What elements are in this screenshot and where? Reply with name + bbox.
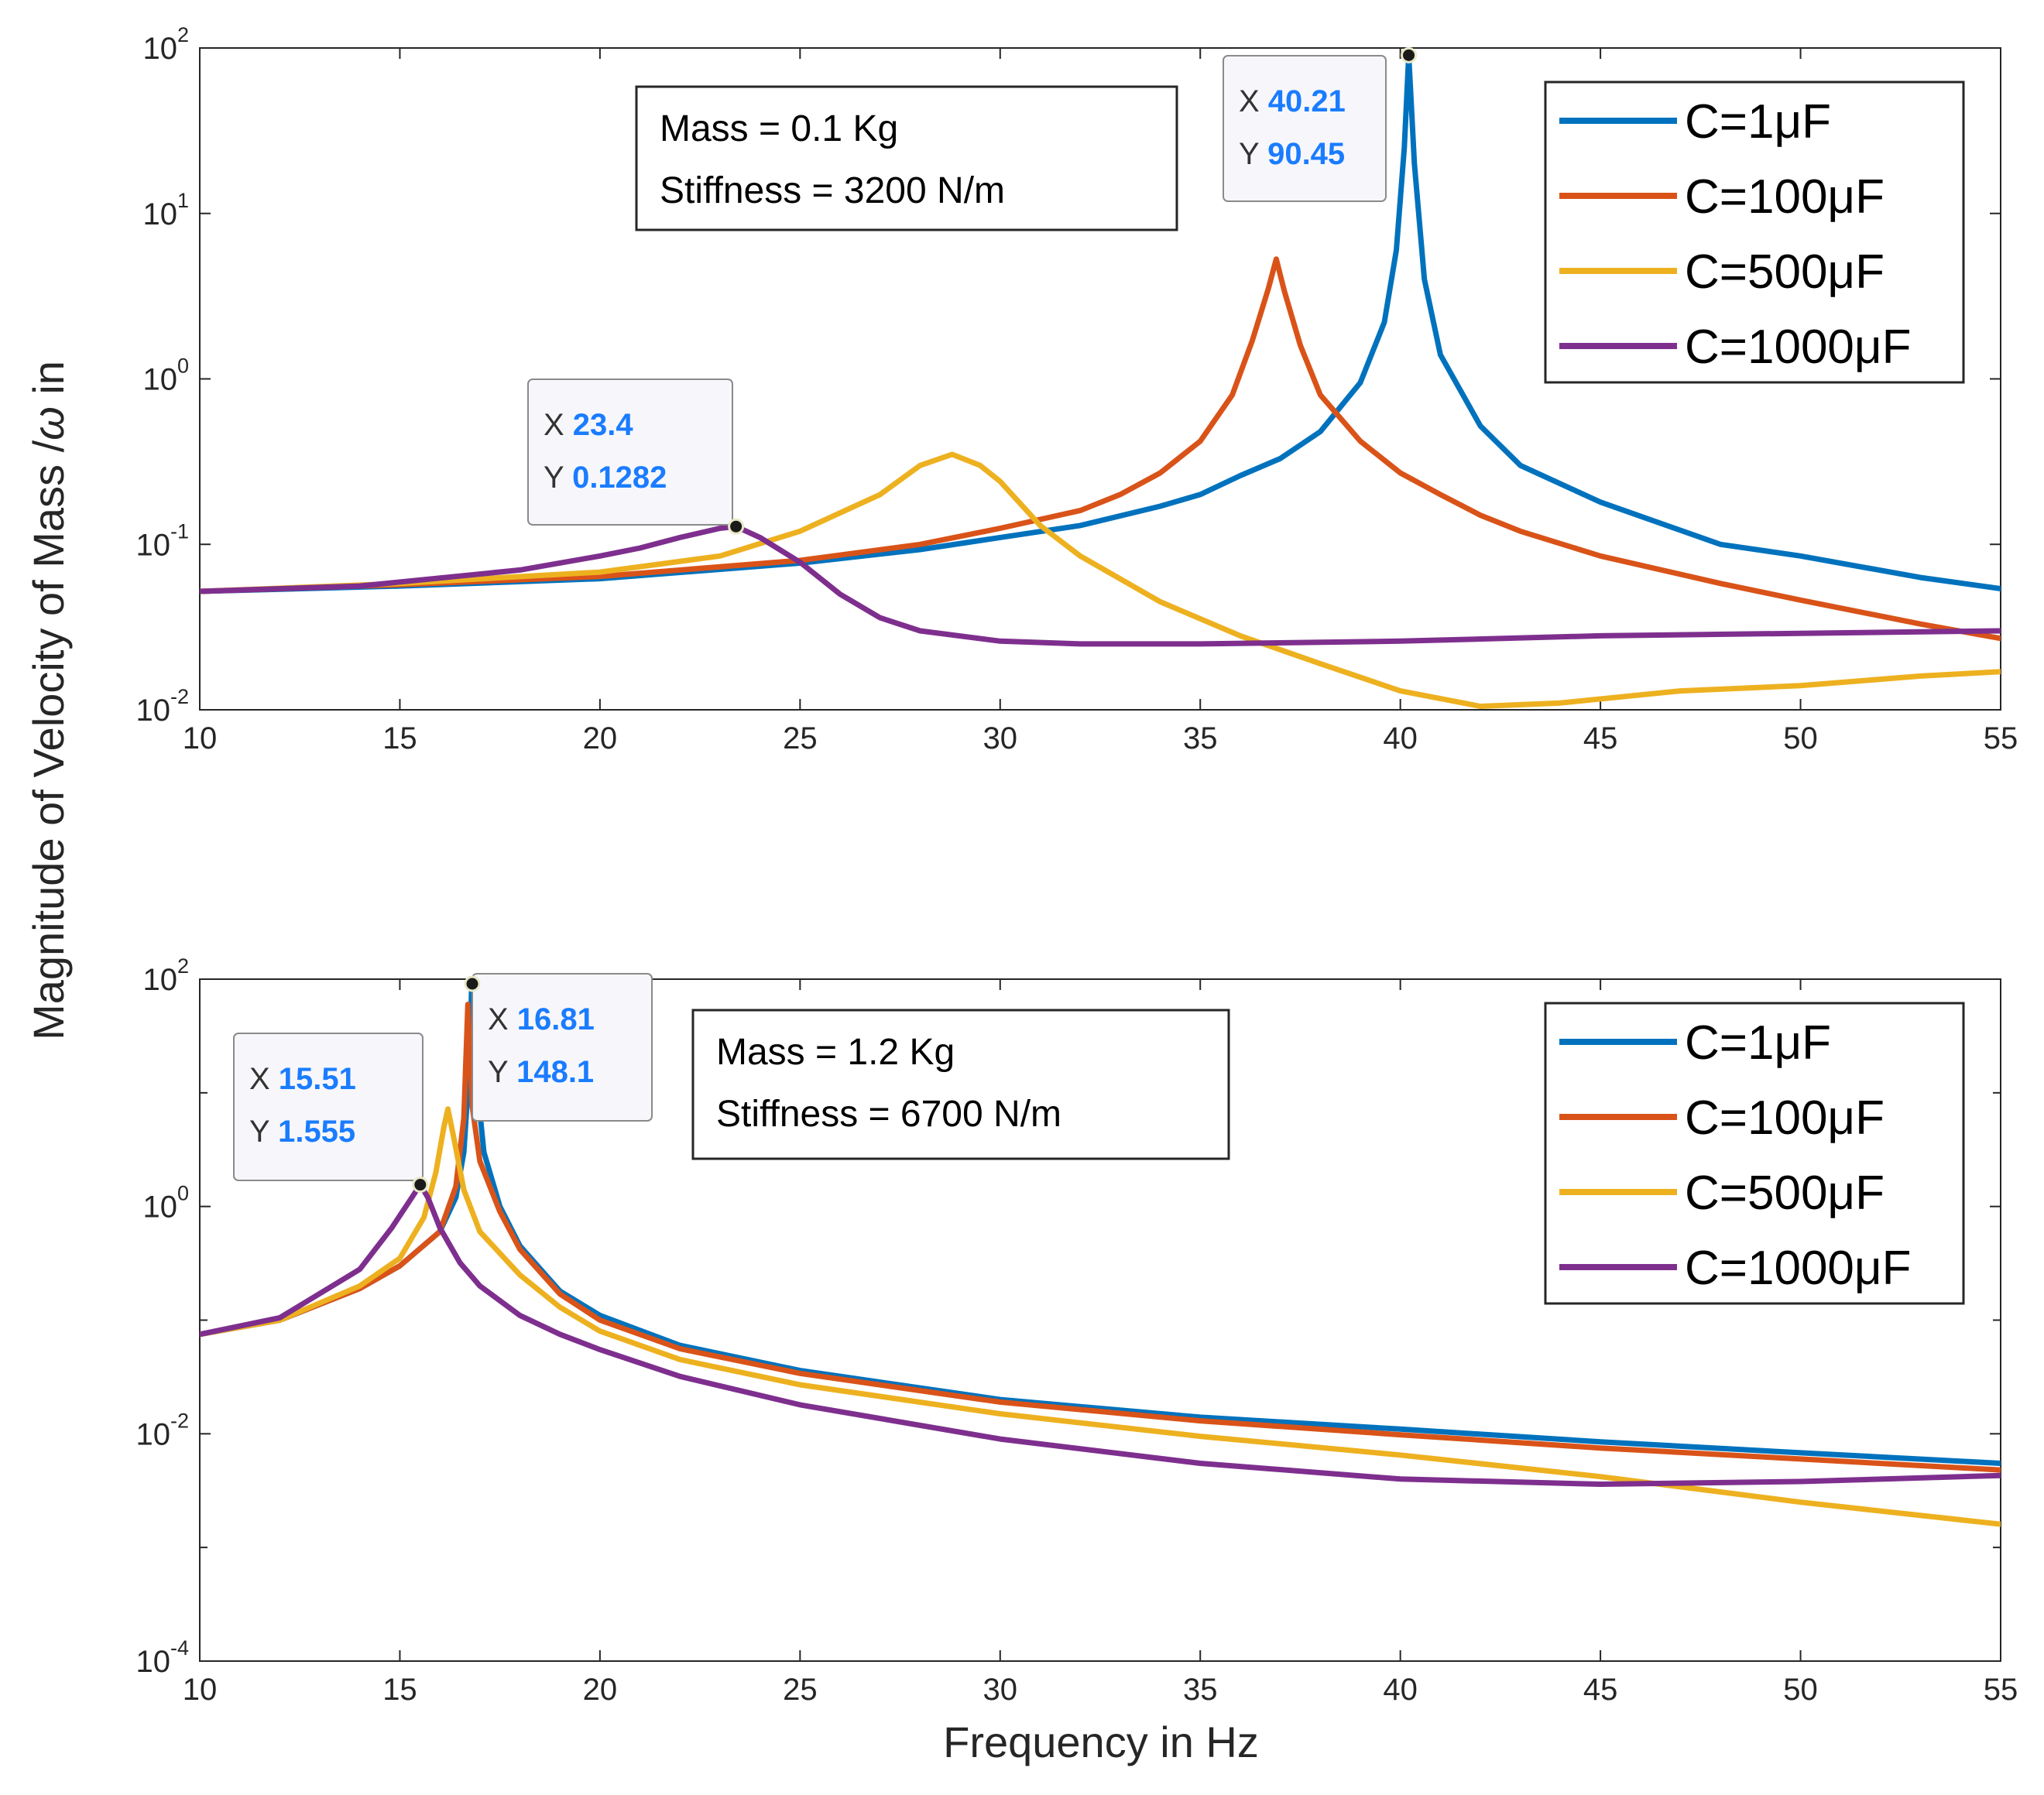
y-tick-label: 10-2 [135,685,189,728]
datatip-x: X 16.81 [488,1002,595,1036]
x-tick-label: 25 [783,721,818,755]
annotation-box [691,1009,1230,1160]
datatip-x: X 15.51 [249,1062,356,1096]
y-tick-label: 102 [142,23,189,66]
series-line-c100 [200,256,2001,642]
legend-label: C=100μF [1685,170,1885,224]
x-tick-label: 40 [1383,721,1418,755]
annotation-text: Mass = 1.2 Kg [716,1032,955,1073]
top-panel: 10 15 20 25 30 35 40 45 50 55 10-2 10-1 100 101 102 Mas… [135,23,2018,755]
datatip-box [472,973,653,1122]
x-tick-label: 30 [983,721,1018,755]
datatip-box [1223,55,1387,202]
x-tick-label: 30 [983,1673,1018,1707]
legend-label: C=1000μF [1685,320,1912,374]
datatip-marker [412,1177,429,1194]
x-tick-label: 35 [1183,1673,1218,1707]
y-tick-label: 100 [142,355,189,397]
y-tick-label: 10-2 [135,1409,189,1451]
y-tick-label: 102 [142,954,189,997]
series-line-c1000 [200,1182,2001,1487]
series-line-c500 [200,1106,2001,1527]
x-tick-label: 40 [1383,1673,1418,1707]
series-line-c1 [200,52,2001,594]
x-tick-label: 50 [1783,1673,1818,1707]
x-tick-label: 10 [183,721,218,755]
datatip-y: Y 90.45 [1239,137,1345,171]
x-tick-label: 10 [183,1673,218,1707]
legend-label: C=500μF [1685,1166,1885,1220]
x-axis-label: Frequency in Hz [943,1718,1259,1766]
x-tick-label: 25 [783,1673,818,1707]
y-tick-label: 10-4 [135,1636,189,1679]
legend-label: C=500μF [1685,245,1885,299]
datatip-marker [464,975,481,992]
legend-label: C=1000μF [1685,1242,1912,1295]
datatip-y: Y 0.1282 [544,461,667,495]
y-axis-label: Magnitude of Velocity of Mass /ω in [24,361,73,1040]
x-tick-label: 55 [1984,721,2018,755]
annotation-box [635,85,1178,231]
legend-box [1544,1002,1965,1305]
datatip-y: Y 148.1 [488,1055,594,1089]
series-line-c500 [200,451,2001,709]
datatip-y: Y 1.555 [249,1115,355,1149]
series-line-c100 [200,1002,2001,1473]
datatip-marker [728,518,745,535]
datatip-box [527,379,733,526]
x-tick-label: 20 [583,1673,618,1707]
y-tick-label: 100 [142,1182,189,1225]
series-line-c1000 [200,523,2001,647]
x-tick-label: 15 [382,1673,417,1707]
series-group [200,52,2001,709]
x-tick-label: 50 [1783,721,1818,755]
datatip-x: X 40.21 [1239,84,1346,118]
x-tick-label: 20 [583,721,618,755]
x-tick-label: 15 [382,721,417,755]
x-tick-label: 45 [1583,721,1618,755]
legend-label: C=1μF [1685,1016,1831,1070]
x-tick-label: 55 [1984,1673,2018,1707]
legend-label: C=100μF [1685,1091,1885,1145]
y-tick-label: 10-1 [135,519,189,562]
y-tick-label: 101 [142,189,189,231]
annotation-text: Stiffness = 6700 N/m [716,1094,1061,1135]
annotation-text: Stiffness = 3200 N/m [660,170,1005,211]
datatip-marker [1401,46,1418,63]
x-tick-label: 35 [1183,721,1218,755]
legend-label: C=1μF [1685,95,1831,149]
datatip-x: X 23.4 [544,408,633,442]
legend-box [1544,81,1965,384]
x-tick-label: 45 [1583,1673,1618,1707]
annotation-text: Mass = 0.1 Kg [660,108,898,149]
datatip-box [233,1033,424,1181]
series-group [200,976,2001,1527]
bottom-panel: 10 15 20 25 30 35 40 45 50 55 10-4 10-2 100 102 Mass =… [135,954,2018,1707]
